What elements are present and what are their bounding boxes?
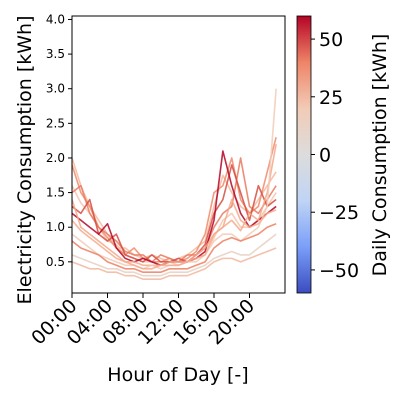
- colorbar-gradient: [296, 15, 312, 294]
- y-axis-label: Electricity Consumption [kWh]: [14, 16, 36, 305]
- y-tick-label: 2.0: [46, 151, 65, 165]
- y-tick-label: 2.5: [46, 116, 65, 130]
- colorbar: 50 25 0 −25 −50 Daily Consumption [kWh]: [296, 15, 391, 294]
- y-tick-label: 3.0: [46, 82, 65, 96]
- colorbar-ticks: 50 25 0 −25 −50: [311, 29, 359, 282]
- y-tick-label: 3.5: [46, 47, 65, 61]
- series-line-10: [72, 198, 277, 270]
- y-tick-label: 1.0: [46, 220, 65, 234]
- series-line-9: [72, 233, 277, 277]
- y-tick-label: 1.5: [46, 186, 65, 200]
- colorbar-tick-label: 50: [319, 29, 343, 51]
- series-line-8: [72, 88, 277, 270]
- colorbar-label: Daily Consumption [kWh]: [369, 34, 391, 277]
- colorbar-tick-label: −25: [319, 202, 359, 224]
- plot-area: [71, 15, 286, 294]
- series-line-3: [72, 136, 277, 263]
- y-axis: 0.5 1.0 1.5 2.0 2.5 3.0 3.5 4.0: [46, 12, 72, 269]
- colorbar-tick-label: 0: [319, 145, 331, 167]
- colorbar-tick-label: 25: [319, 87, 343, 109]
- y-tick-label: 4.0: [46, 12, 65, 26]
- series-lines: [72, 88, 277, 280]
- series-line-12: [72, 247, 277, 280]
- series-line-7: [72, 143, 277, 267]
- series-line-5: [72, 164, 277, 263]
- series-line-11: [72, 223, 277, 274]
- x-axis-label: Hour of Day [-]: [107, 364, 248, 386]
- colorbar-tick-label: −50: [319, 260, 359, 282]
- y-tick-label: 0.5: [46, 255, 65, 269]
